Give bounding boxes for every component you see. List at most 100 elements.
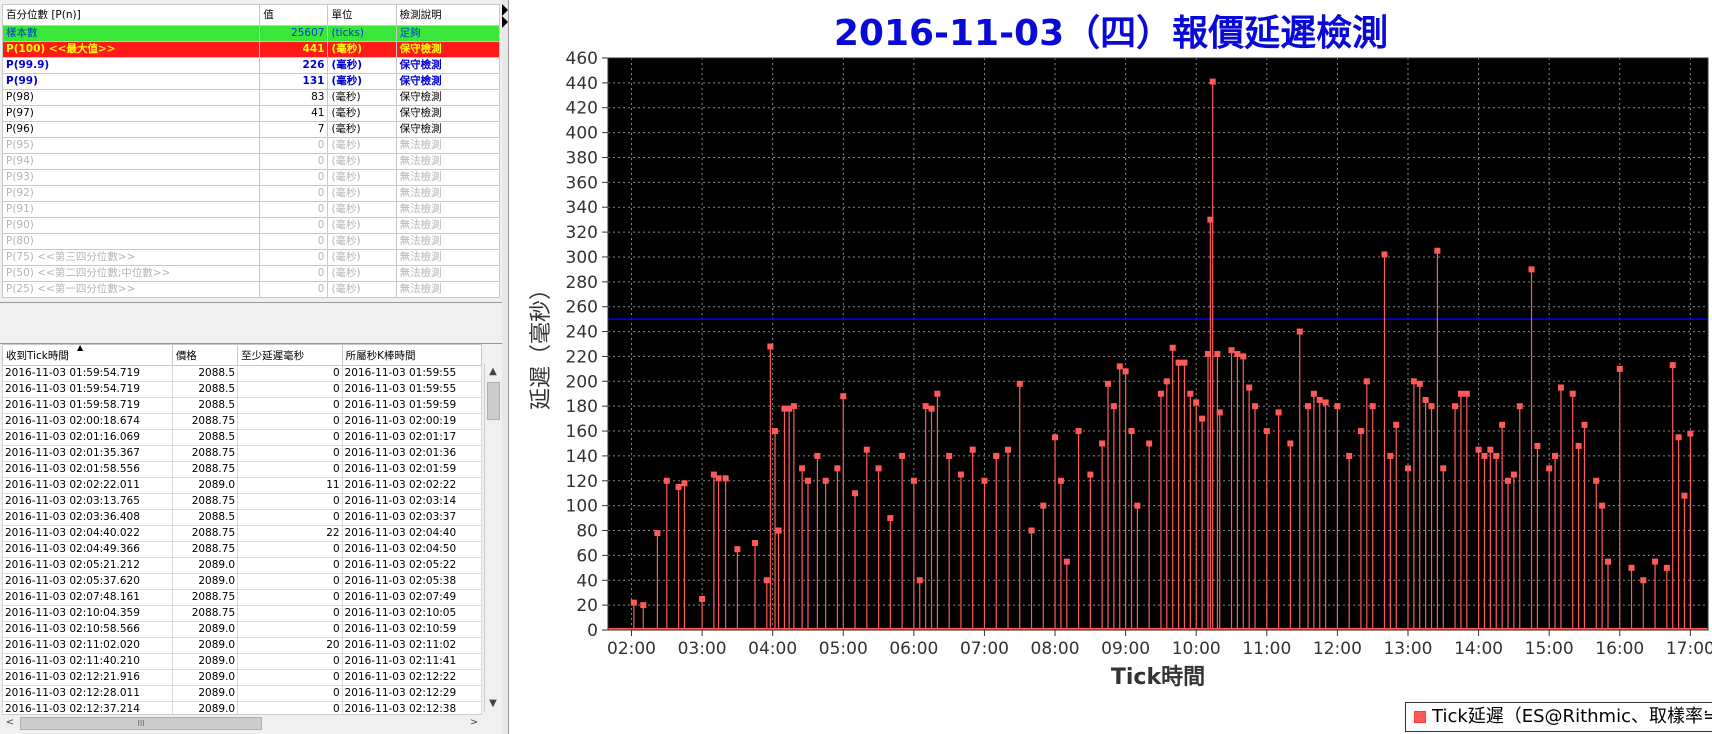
tick-header-1[interactable]: 價格 [171,344,239,366]
x-tick-label: 12:00 [1313,639,1362,659]
data-point [1652,558,1659,565]
tick-row[interactable]: 2016-11-03 02:12:37.214 2089.0 0 2016-11-03… [2,701,483,718]
tick-row[interactable]: 2016-11-03 02:12:21.916 2089.0 0 2016-11-03… [2,669,483,686]
tick-cell: 2016-11-03 02:05:21.212 [2,557,173,574]
vertical-scroll-thumb[interactable] [487,382,500,420]
data-point [630,599,637,606]
horizontal-scrollbar[interactable]: < III > [2,714,482,731]
tick-cell: 2088.75 [171,589,239,606]
data-point [1234,350,1241,357]
percentile-row[interactable]: P(95) 0 (毫秒) 無法檢測 [1,137,501,154]
data-point [1504,477,1511,484]
data-point [1552,452,1559,459]
pane-divider[interactable] [502,0,509,734]
percentile-row[interactable]: P(25) <<第一四分位數>> 0 (毫秒) 無法檢測 [1,281,501,298]
percentile-row[interactable]: P(90) 0 (毫秒) 無法檢測 [1,217,501,234]
y-tick-label: 60 [576,546,598,566]
data-point [1128,428,1135,435]
x-tick-label: 17:00 [1666,639,1712,659]
data-point [1169,344,1176,351]
tick-cell: 2016-11-03 02:12:22 [341,669,483,686]
percentile-unit-cell: (毫秒) [327,41,397,58]
tick-row[interactable]: 2016-11-03 02:10:58.566 2089.0 0 2016-11-03… [2,621,483,638]
percentile-row[interactable]: P(94) 0 (毫秒) 無法檢測 [1,153,501,170]
percentile-row[interactable]: 樣本數 25607 (ticks) 足夠 [1,25,501,42]
tick-row[interactable]: 2016-11-03 01:59:54.719 2088.5 0 2016-11-03… [2,365,483,382]
data-point [1393,421,1400,428]
tick-row[interactable]: 2016-11-03 02:01:35.367 2088.75 0 2016-11-0… [2,445,483,462]
y-tick-label: 300 [566,248,598,268]
tick-cell: 22 [237,525,343,542]
percentile-unit-cell: (毫秒) [327,249,397,266]
percentile-row[interactable]: P(97) 41 (毫秒) 保守檢測 [1,105,501,122]
percentile-note-cell: 保守檢測 [395,73,501,90]
percentile-row[interactable]: P(50) <<第二四分位數;中位數>> 0 (毫秒) 無法檢測 [1,265,501,282]
tick-row[interactable]: 2016-11-03 02:04:40.022 2088.75 22 2016-11-… [2,525,483,542]
tick-row[interactable]: 2016-11-03 02:03:36.408 2088.5 0 2016-11-03… [2,509,483,526]
tick-row[interactable]: 2016-11-03 02:07:48.161 2088.75 0 2016-11-0… [2,589,483,606]
percentile-row[interactable]: P(99) 131 (毫秒) 保守檢測 [1,73,501,90]
percentile-header-3[interactable]: 檢測說明 [395,4,501,26]
chart-legend: Tick延遲（ES@Rithmic、取樣率≒5%） [1405,702,1712,732]
y-tick-label: 460 [566,49,598,69]
percentile-label-cell: P(99) [1,73,261,90]
data-point [1628,564,1635,571]
scroll-left-button[interactable]: < [5,717,15,728]
percentile-row[interactable]: P(100) <<最大值>> 441 (毫秒) 保守檢測 [1,41,501,58]
tick-row[interactable]: 2016-11-03 02:03:13.765 2088.75 0 2016-11-0… [2,493,483,510]
percentile-row[interactable]: P(75) <<第三四分位數>> 0 (毫秒) 無法檢測 [1,249,501,266]
data-point [934,390,941,397]
percentile-note-cell: 保守檢測 [395,89,501,106]
horizontal-scroll-thumb[interactable]: III [20,717,262,730]
scroll-up-button[interactable]: ▲ [489,366,497,377]
data-point [699,595,706,602]
percentile-header-1[interactable]: 值 [259,4,329,26]
x-tick-label: 09:00 [1101,639,1150,659]
percentile-note-cell: 無法檢測 [395,201,501,218]
data-point [1187,390,1194,397]
tick-row[interactable]: 2016-11-03 02:11:40.210 2089.0 0 2016-11-03… [2,653,483,670]
tick-header-label: 收到Tick時間 [6,349,69,362]
tick-cell: 0 [237,605,343,622]
percentile-row[interactable]: P(96) 7 (毫秒) 保守檢測 [1,121,501,138]
percentile-row[interactable]: P(92) 0 (毫秒) 無法檢測 [1,185,501,202]
data-point [1422,396,1429,403]
x-tick-label: 04:00 [748,639,797,659]
percentile-row[interactable]: P(98) 83 (毫秒) 保守檢測 [1,89,501,106]
tick-row[interactable]: 2016-11-03 02:11:02.020 2089.0 20 2016-11-0… [2,637,483,654]
percentile-row[interactable]: P(99.9) 226 (毫秒) 保守檢測 [1,57,501,74]
tick-row[interactable]: 2016-11-03 02:12:28.011 2089.0 0 2016-11-03… [2,685,483,702]
scroll-down-button[interactable]: ▼ [489,698,497,709]
tick-cell: 0 [237,445,343,462]
data-point [1387,452,1394,459]
tick-cell: 0 [237,461,343,478]
vertical-scrollbar[interactable]: ▲ ▼ [484,364,501,712]
percentile-row[interactable]: P(93) 0 (毫秒) 無法檢測 [1,169,501,186]
data-point [1207,216,1214,223]
tick-header-0[interactable]: 收到Tick時間 ▲ [2,343,173,366]
data-point [875,465,882,472]
percentile-header-0[interactable]: 百分位數 [P(n)] [1,4,261,26]
data-point [1016,380,1023,387]
tick-row[interactable]: 2016-11-03 02:05:21.212 2089.0 0 2016-11-03… [2,557,483,574]
tick-row[interactable]: 2016-11-03 02:10:04.359 2088.75 0 2016-11-0… [2,605,483,622]
tick-cell: 2016-11-03 01:59:54.719 [2,365,173,382]
percentile-header-2[interactable]: 單位 [327,4,397,26]
percentile-row[interactable]: P(91) 0 (毫秒) 無法檢測 [1,201,501,218]
percentile-row[interactable]: P(80) 0 (毫秒) 無法檢測 [1,233,501,250]
tick-row[interactable]: 2016-11-03 02:04:49.366 2088.75 0 2016-11-0… [2,541,483,558]
tick-row[interactable]: 2016-11-03 02:05:37.620 2089.0 0 2016-11-03… [2,573,483,590]
tick-row[interactable]: 2016-11-03 02:02:22.011 2089.0 11 2016-11-0… [2,477,483,494]
tick-header-3[interactable]: 所屬秒K棒時間 [341,344,483,366]
tick-row[interactable]: 2016-11-03 01:59:58.719 2088.5 0 2016-11-03… [2,397,483,414]
panel-splitter[interactable] [0,302,502,344]
percentile-unit-cell: (毫秒) [327,201,397,218]
tick-row[interactable]: 2016-11-03 02:01:16.069 2088.5 0 2016-11-03… [2,429,483,446]
tick-row[interactable]: 2016-11-03 02:01:58.556 2088.75 0 2016-11-0… [2,461,483,478]
tick-header-2[interactable]: 至少延遲毫秒 [237,344,343,366]
data-point [654,530,661,537]
tick-row[interactable]: 2016-11-03 01:59:54.719 2088.5 0 2016-11-03… [2,381,483,398]
scroll-right-button[interactable]: > [469,717,479,728]
tick-row[interactable]: 2016-11-03 02:00:18.674 2088.75 0 2016-11-0… [2,413,483,430]
collapse-arrow-icon[interactable] [502,2,508,30]
